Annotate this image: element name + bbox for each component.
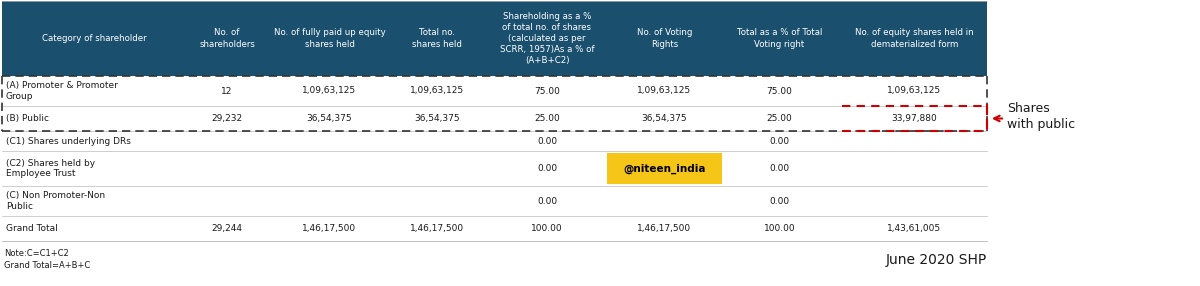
Text: 12: 12 xyxy=(221,86,233,96)
Text: No. of Voting
Rights: No. of Voting Rights xyxy=(637,28,692,49)
Bar xyxy=(2,216,986,241)
Bar xyxy=(2,186,986,216)
Text: Shareholding as a %
of total no. of shares
(calculated as per
SCRR, 1957)As a % : Shareholding as a % of total no. of shar… xyxy=(499,12,594,65)
Text: Category of shareholder: Category of shareholder xyxy=(42,34,146,43)
Text: Grand Total: Grand Total xyxy=(6,224,58,233)
Bar xyxy=(2,1,986,76)
Text: 1,09,63,125: 1,09,63,125 xyxy=(637,86,691,96)
Bar xyxy=(2,76,986,106)
Text: 1,46,17,500: 1,46,17,500 xyxy=(302,224,356,233)
Text: 33,97,880: 33,97,880 xyxy=(892,114,937,123)
Text: 75.00: 75.00 xyxy=(534,86,560,96)
Bar xyxy=(607,153,722,184)
Text: No. of fully paid up equity
shares held: No. of fully paid up equity shares held xyxy=(274,28,385,49)
Text: 1,43,61,005: 1,43,61,005 xyxy=(888,224,942,233)
Text: (B) Public: (B) Public xyxy=(6,114,49,123)
Text: 1,09,63,125: 1,09,63,125 xyxy=(888,86,942,96)
Text: 29,232: 29,232 xyxy=(211,114,242,123)
Text: 36,54,375: 36,54,375 xyxy=(642,114,688,123)
Text: 75.00: 75.00 xyxy=(767,86,792,96)
Text: No. of equity shares held in
dematerialized form: No. of equity shares held in demateriali… xyxy=(856,28,974,49)
Text: (C1) Shares underlying DRs: (C1) Shares underlying DRs xyxy=(6,136,131,146)
Text: 1,46,17,500: 1,46,17,500 xyxy=(637,224,691,233)
Text: (C) Non Promoter-Non
Public: (C) Non Promoter-Non Public xyxy=(6,191,106,211)
Text: 25.00: 25.00 xyxy=(534,114,560,123)
Text: Shares
with public: Shares with public xyxy=(1007,102,1075,131)
Text: 0.00: 0.00 xyxy=(769,164,790,173)
Text: No. of
shareholders: No. of shareholders xyxy=(199,28,254,49)
Text: 100.00: 100.00 xyxy=(532,224,563,233)
Text: 0.00: 0.00 xyxy=(536,136,557,146)
Text: 36,54,375: 36,54,375 xyxy=(414,114,460,123)
Text: @niteen_india: @niteen_india xyxy=(623,163,706,174)
Text: Total as a % of Total
Voting right: Total as a % of Total Voting right xyxy=(737,28,822,49)
Text: 0.00: 0.00 xyxy=(769,136,790,146)
Text: 36,54,375: 36,54,375 xyxy=(307,114,353,123)
Text: (C2) Shares held by
Employee Trust: (C2) Shares held by Employee Trust xyxy=(6,159,95,178)
Text: 0.00: 0.00 xyxy=(536,164,557,173)
Text: 0.00: 0.00 xyxy=(536,196,557,206)
Text: (A) Promoter & Promoter
Group: (A) Promoter & Promoter Group xyxy=(6,81,118,101)
Text: 1,46,17,500: 1,46,17,500 xyxy=(410,224,464,233)
Text: 100.00: 100.00 xyxy=(763,224,796,233)
Bar xyxy=(2,131,986,151)
Text: June 2020 SHP: June 2020 SHP xyxy=(886,253,986,267)
Text: 1,09,63,125: 1,09,63,125 xyxy=(410,86,464,96)
Bar xyxy=(2,106,986,131)
Bar xyxy=(2,151,986,186)
Text: 1,09,63,125: 1,09,63,125 xyxy=(302,86,356,96)
Text: 0.00: 0.00 xyxy=(769,196,790,206)
Text: Note:C=C1+C2
Grand Total=A+B+C: Note:C=C1+C2 Grand Total=A+B+C xyxy=(4,249,90,270)
Text: 25.00: 25.00 xyxy=(767,114,792,123)
Text: Total no.
shares held: Total no. shares held xyxy=(412,28,462,49)
Text: 29,244: 29,244 xyxy=(211,224,242,233)
